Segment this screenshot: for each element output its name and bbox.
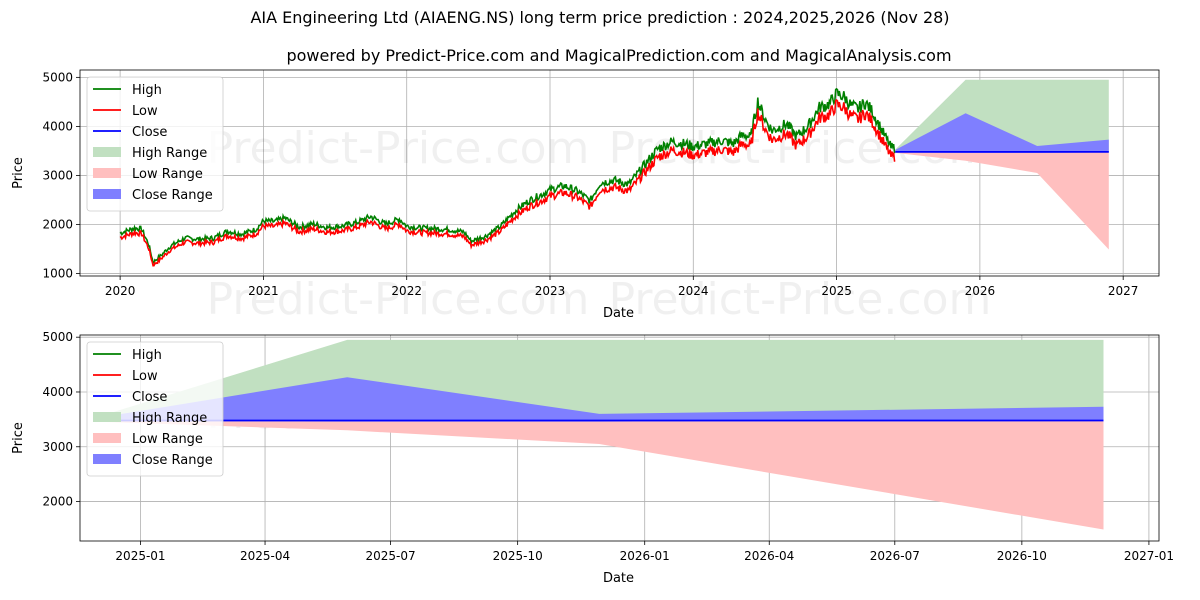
close-range-band	[95, 377, 1104, 422]
x-tick-label: 2027-01	[1124, 549, 1174, 563]
high-series-line	[119, 87, 896, 264]
y-axis-label: Price	[11, 157, 26, 189]
y-tick-label: 1000	[42, 267, 73, 281]
legend-label: Close Range	[132, 453, 213, 468]
x-tick-label: 2021	[248, 284, 279, 298]
legend-label: Low	[132, 104, 158, 119]
legend-label: High Range	[132, 411, 207, 426]
x-tick-label: 2027	[1108, 284, 1139, 298]
x-tick-label: 2023	[535, 284, 566, 298]
y-tick-label: 5000	[42, 70, 73, 84]
legend-swatch	[93, 168, 121, 178]
watermark: Predict-Price.com	[207, 274, 590, 325]
legend-label: High	[132, 83, 162, 98]
close-range-band	[895, 113, 1109, 153]
plot-area	[119, 79, 1109, 267]
x-tick-label: 2022	[391, 284, 422, 298]
low-range-band	[95, 420, 1104, 530]
legend-label: Close	[132, 125, 167, 140]
chart-subtitle: powered by Predict-Price.com and Magical…	[286, 46, 952, 65]
low-series-line	[119, 98, 896, 267]
y-axis-label: Price	[11, 422, 26, 454]
legend-label: Low Range	[132, 432, 203, 447]
legend-swatch	[93, 189, 121, 199]
y-tick-label: 4000	[42, 119, 73, 133]
x-axis-label: Date	[603, 571, 634, 586]
low-range-band	[895, 151, 1109, 250]
x-tick-label: 2026-10	[997, 549, 1047, 563]
y-tick-label: 4000	[42, 385, 73, 399]
legend-swatch	[93, 147, 121, 157]
y-tick-label: 3000	[42, 440, 73, 454]
x-axis-label: Date	[603, 306, 634, 321]
legend: High Low Close High Range Low Range Close Ran…	[86, 341, 224, 477]
legend-label: Close Range	[132, 188, 213, 203]
y-tick-label: 3000	[42, 168, 73, 182]
x-tick-label: 2025-10	[493, 549, 543, 563]
plot-area	[95, 339, 1104, 530]
legend: High Low Close High Range Low Range Close Ran…	[86, 76, 224, 212]
legend-swatch	[93, 412, 121, 422]
x-tick-label: 2025-01	[115, 549, 165, 563]
legend-label: High Range	[132, 146, 207, 161]
plot-frame	[79, 334, 1160, 542]
panel-2: Predict-Price.comPredict-Price.com2025-0…	[11, 330, 1174, 586]
x-tick-label: 2026-07	[870, 549, 920, 563]
x-tick-label: 2026-04	[744, 549, 794, 563]
watermark: Predict-Price.com	[207, 123, 590, 174]
x-tick-label: 2025	[821, 284, 852, 298]
legend-label: High	[132, 348, 162, 363]
plot-frame	[79, 69, 1160, 277]
chart-title: AIA Engineering Ltd (AIAENG.NS) long ter…	[250, 8, 950, 27]
legend-label: Low	[132, 369, 158, 384]
legend-label: Close	[132, 390, 167, 405]
x-tick-label: 2025-04	[240, 549, 290, 563]
x-tick-label: 2020	[105, 284, 136, 298]
x-tick-label: 2025-07	[366, 549, 416, 563]
watermark: Predict-Price.com	[609, 274, 992, 325]
legend-swatch	[93, 433, 121, 443]
y-tick-label: 2000	[42, 218, 73, 232]
legend-swatch	[93, 454, 121, 464]
y-tick-label: 2000	[42, 495, 73, 509]
x-tick-label: 2026-01	[620, 549, 670, 563]
y-tick-label: 5000	[42, 330, 73, 344]
x-tick-label: 2024	[678, 284, 709, 298]
x-tick-label: 2026	[965, 284, 996, 298]
legend-label: Low Range	[132, 167, 203, 182]
